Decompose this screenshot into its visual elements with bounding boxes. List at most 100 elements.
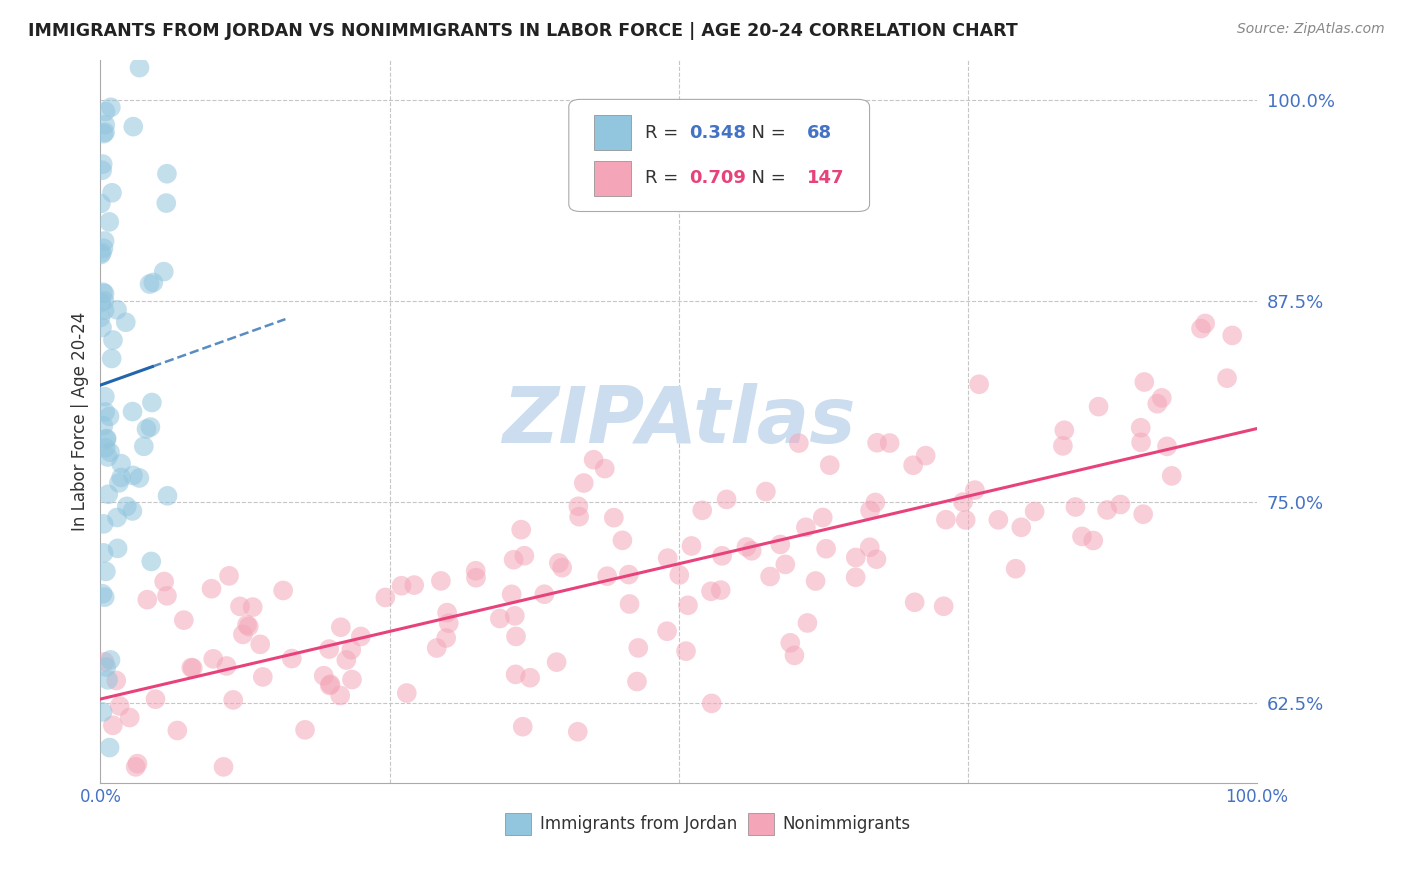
Point — [91, 157, 114, 171]
Point — [567, 500, 589, 514]
Point — [100, 351, 122, 366]
Text: ZIPAtlas: ZIPAtlas — [502, 384, 855, 459]
Point — [547, 556, 569, 570]
Point — [238, 619, 260, 633]
Point — [1132, 507, 1154, 521]
Point — [779, 636, 801, 650]
Point — [735, 540, 758, 554]
Point — [391, 579, 413, 593]
Point — [582, 452, 605, 467]
Point — [340, 673, 363, 687]
FancyBboxPatch shape — [748, 814, 773, 835]
Point — [818, 458, 841, 472]
Point — [232, 627, 254, 641]
Point — [1156, 439, 1178, 453]
Point — [110, 457, 132, 471]
Text: 0.348: 0.348 — [689, 124, 747, 142]
Point — [655, 624, 678, 639]
Point — [668, 568, 690, 582]
Text: 0.709: 0.709 — [689, 169, 747, 187]
Point — [952, 495, 974, 509]
Text: IMMIGRANTS FROM JORDAN VS NONIMMIGRANTS IN LABOR FORCE | AGE 20-24 CORRELATION C: IMMIGRANTS FROM JORDAN VS NONIMMIGRANTS … — [28, 22, 1018, 40]
Point — [319, 677, 342, 691]
Point — [115, 500, 138, 514]
Point — [153, 265, 176, 279]
Point — [967, 377, 990, 392]
Point — [110, 470, 132, 484]
Point — [96, 660, 118, 674]
Point — [329, 620, 352, 634]
Point — [100, 653, 122, 667]
Point — [350, 630, 373, 644]
Point — [1160, 468, 1182, 483]
Point — [122, 120, 145, 134]
Point — [91, 320, 114, 334]
Point — [94, 118, 117, 132]
Point — [464, 564, 486, 578]
FancyBboxPatch shape — [505, 814, 530, 835]
Point — [118, 710, 141, 724]
Point — [769, 537, 792, 551]
Point — [865, 552, 887, 566]
Point — [90, 196, 112, 211]
Point — [955, 513, 977, 527]
Point — [98, 215, 121, 229]
Point — [505, 629, 527, 643]
Point — [914, 449, 936, 463]
Point — [93, 303, 115, 318]
Point — [865, 495, 887, 509]
Point — [294, 723, 316, 737]
Point — [136, 592, 159, 607]
Point — [567, 724, 589, 739]
Point — [1053, 423, 1076, 437]
Point — [252, 670, 274, 684]
Point — [229, 599, 252, 614]
Point — [156, 167, 179, 181]
Point — [1194, 317, 1216, 331]
Text: 68: 68 — [807, 124, 832, 142]
Point — [124, 760, 146, 774]
Point — [572, 476, 595, 491]
Point — [89, 310, 111, 325]
Point — [101, 333, 124, 347]
Point — [166, 723, 188, 738]
Point — [505, 667, 527, 681]
Point — [1216, 371, 1239, 385]
Point — [96, 432, 118, 446]
Point — [901, 458, 924, 473]
Point — [94, 104, 117, 119]
Point — [94, 441, 117, 455]
Point — [489, 611, 512, 625]
FancyBboxPatch shape — [595, 161, 631, 195]
Point — [90, 295, 112, 310]
Point — [963, 483, 986, 497]
Point — [690, 503, 713, 517]
Point — [98, 740, 121, 755]
Point — [128, 471, 150, 485]
Point — [335, 653, 357, 667]
Point — [426, 640, 449, 655]
Point — [318, 642, 340, 657]
Point — [1130, 435, 1153, 450]
Point — [603, 510, 626, 524]
Point — [94, 565, 117, 579]
Point — [93, 286, 115, 301]
Y-axis label: In Labor Force | Age 20-24: In Labor Force | Age 20-24 — [72, 311, 89, 531]
Point — [596, 569, 619, 583]
Point — [114, 315, 136, 329]
Point — [794, 520, 817, 534]
Point — [593, 461, 616, 475]
Point — [340, 642, 363, 657]
Point — [105, 673, 128, 688]
Point — [93, 546, 115, 560]
Point — [783, 648, 806, 663]
Point — [1004, 562, 1026, 576]
Point — [91, 705, 114, 719]
Point — [93, 418, 115, 433]
Point — [1150, 391, 1173, 405]
Point — [135, 422, 157, 436]
Point — [145, 692, 167, 706]
Point — [804, 574, 827, 588]
Point — [1010, 520, 1032, 534]
Point — [700, 697, 723, 711]
